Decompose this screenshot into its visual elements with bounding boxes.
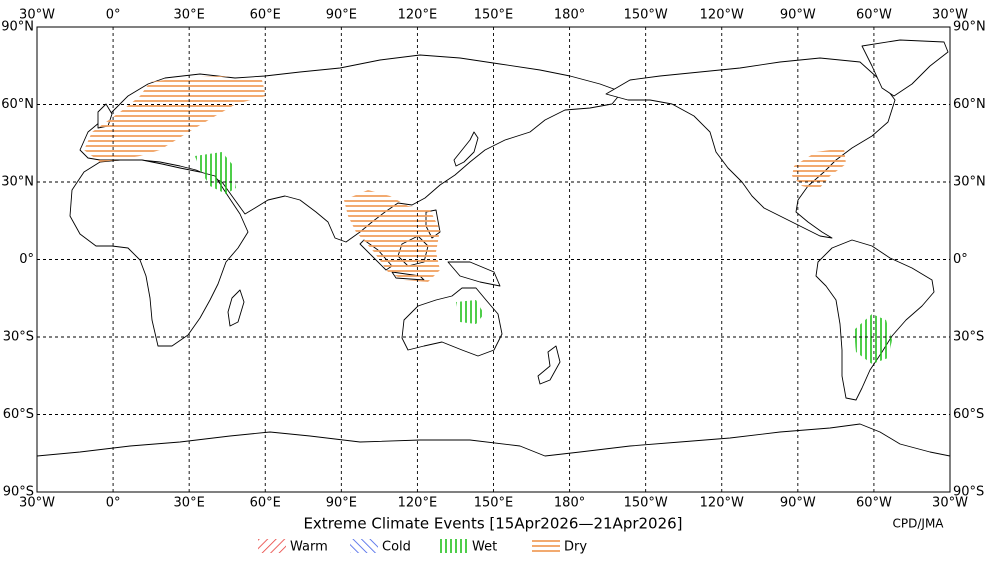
lat-label-left: 90°S	[3, 485, 34, 500]
lon-label-top: 30°W	[19, 8, 55, 23]
north-america	[605, 57, 896, 239]
legend-swatch	[258, 539, 286, 553]
lon-label-bottom: 0°	[106, 496, 121, 511]
lat-label-right: 90°S	[953, 485, 984, 500]
lat-label-right: 0°	[953, 252, 968, 267]
lon-label-top: 60°W	[856, 8, 892, 23]
legend-label: Wet	[472, 540, 497, 555]
dry-area-us	[792, 148, 846, 190]
lon-label-top: 30°W	[932, 8, 968, 23]
legend-swatch	[440, 539, 468, 553]
lat-label-left: 30°S	[3, 330, 34, 345]
legend-swatch	[532, 539, 560, 553]
lat-label-left: 30°N	[1, 175, 34, 190]
lon-label-top: 30°E	[174, 8, 205, 23]
legend-label: Dry	[564, 540, 587, 555]
legend-swatch	[350, 539, 378, 553]
africa	[69, 159, 249, 347]
credit: CPD/JMA	[893, 517, 945, 531]
lon-label-bottom: 60°W	[856, 496, 892, 511]
greenland	[861, 39, 949, 97]
wet-area-australia	[456, 300, 484, 324]
lat-label-left: 60°S	[3, 407, 34, 422]
lon-label-top: 180°	[554, 8, 585, 23]
lon-label-top: 0°	[106, 8, 121, 23]
lon-label-top: 120°W	[700, 8, 744, 23]
wet-area-south-america	[854, 314, 892, 364]
event-areas	[84, 76, 892, 364]
dry-area-southeast-asia	[344, 190, 440, 282]
lon-label-top: 150°E	[474, 8, 514, 23]
lat-label-right: 90°N	[953, 20, 986, 35]
graticule: 30°W 30°W 0° 0° 30°E 30°E 60°E 60°E 90°E 90°E 120°…	[1, 8, 986, 511]
antarctica	[37, 423, 950, 492]
lon-label-top: 120°E	[398, 8, 438, 23]
lon-label-bottom: 180°	[554, 496, 585, 511]
lon-label-bottom: 150°E	[474, 496, 514, 511]
lon-label-bottom: 90°W	[780, 496, 816, 511]
japan	[453, 131, 479, 167]
lon-label-bottom: 30°E	[174, 496, 205, 511]
lon-label-top: 60°E	[250, 8, 281, 23]
madagascar	[227, 289, 245, 327]
lat-label-right: 60°S	[953, 407, 984, 422]
lon-label-bottom: 90°E	[326, 496, 357, 511]
lon-label-top: 90°W	[780, 8, 816, 23]
wet-area-middle-east	[195, 152, 236, 194]
lon-label-bottom: 120°W	[700, 496, 744, 511]
legend-label: Warm	[290, 540, 328, 555]
lon-label-top: 90°E	[326, 8, 357, 23]
lon-label-bottom: 30°W	[932, 496, 968, 511]
lon-label-top: 150°W	[624, 8, 668, 23]
map-title: Extreme Climate Events [15Apr2026—21Apr2…	[303, 515, 682, 533]
dry-area-europe	[84, 76, 266, 162]
lat-label-right: 60°N	[953, 97, 986, 112]
legend-label: Cold	[382, 540, 411, 555]
lon-label-bottom: 120°E	[398, 496, 438, 511]
lat-label-right: 30°N	[953, 175, 986, 190]
lat-label-right: 30°S	[953, 330, 984, 345]
lat-label-left: 60°N	[1, 97, 34, 112]
lat-label-left: 0°	[19, 252, 34, 267]
lon-label-bottom: 150°W	[624, 496, 668, 511]
lon-label-bottom: 30°W	[19, 496, 55, 511]
legend: Warm Cold Wet Dry	[258, 539, 587, 555]
lon-label-bottom: 60°E	[250, 496, 281, 511]
lat-label-left: 90°N	[1, 20, 34, 35]
new-zealand	[537, 345, 561, 385]
new-guinea	[447, 261, 501, 287]
